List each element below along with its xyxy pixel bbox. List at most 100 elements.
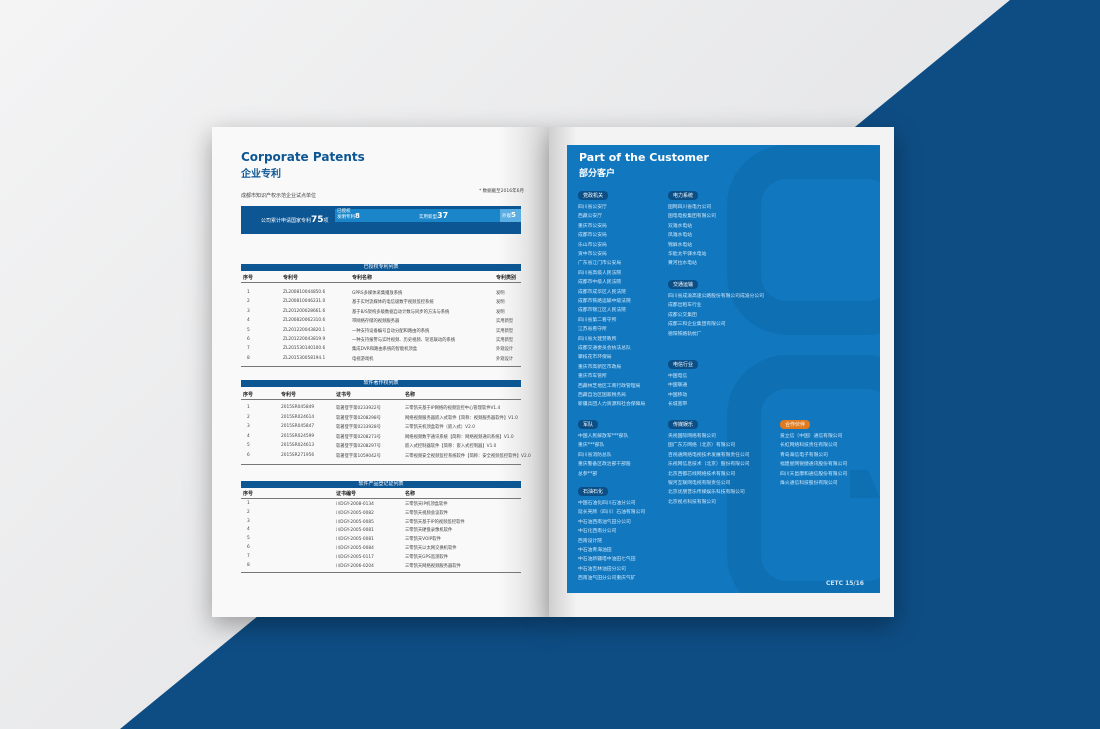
- table-header: 序号: [243, 491, 254, 497]
- table-cell: 三零视频安全视频监控系统软件【简称：安全视频监控软件】V2.0: [405, 454, 531, 459]
- table-cell: 1: [247, 501, 250, 506]
- table-cell: GPRS多媒体采集播放系统: [352, 291, 403, 296]
- table-cell: 8: [247, 562, 250, 568]
- table-cell: 1: [247, 290, 250, 295]
- customer-item: 重庆警备区政治部干部股: [578, 462, 631, 468]
- customer-item: 德阳铁路轨枕厂: [668, 331, 702, 337]
- customer-item: 重庆市车管所: [578, 374, 607, 380]
- group-label: 军队: [578, 420, 599, 429]
- design-label: 外观: [502, 214, 511, 219]
- decor-shape: [727, 145, 880, 335]
- customer-item: 四川省大建劳教所: [578, 336, 617, 342]
- customer-item: 北京优朋普乐传媒娱乐科技有限公司: [668, 490, 745, 496]
- table-cell: 带网络存储的视频服务器: [352, 319, 400, 325]
- table-cell: 川DGY-2006-0204: [336, 563, 374, 569]
- customer-item: 北京西都芯线网络技术有限公司: [668, 471, 736, 477]
- customer-item: 四川天邑康和通信股份有限公司: [780, 471, 848, 477]
- table-cell: 2015SR024613: [281, 443, 315, 449]
- customer-item: 黄河拉水电站: [668, 261, 697, 267]
- table-cell: 实用新型: [496, 328, 514, 334]
- table-cell: 川DGY-2005-0081: [336, 537, 374, 543]
- customer-item: 中国人民解放军***部队: [578, 434, 629, 439]
- table-cell: 6: [247, 453, 250, 458]
- total-label: 公司累计申请国家专利: [261, 218, 312, 224]
- table-cell: 发明: [496, 300, 505, 306]
- customer-item: 江苏省看守所: [578, 327, 607, 333]
- table-cell: 软著登字第0233922号: [336, 406, 381, 411]
- customer-item: 银河互联网电视有限责任公司: [668, 481, 731, 486]
- footer-rule: [241, 572, 521, 574]
- table-cell: ZL201530058194.1: [283, 355, 326, 361]
- customer-item: 爱立信（中国）通信有限公司: [780, 434, 843, 439]
- table-header: 名称: [405, 392, 416, 398]
- left-title-en: Corporate Patents: [241, 150, 365, 164]
- left-title-cn: 企业专利: [241, 169, 281, 180]
- table-cell: 川DGY-2005-0082: [336, 510, 374, 516]
- total-value: 75: [311, 215, 324, 225]
- group-label: 党政机关: [578, 191, 609, 200]
- right-title-cn: 部分客户: [579, 169, 616, 179]
- table-cell: 发明: [496, 291, 505, 296]
- subtitle: 成都市知识产权示范企业试点单位: [241, 193, 317, 199]
- customer-item: 凤滩水电站: [668, 233, 692, 239]
- group-label: 交通运输: [668, 280, 699, 289]
- table-cell: 软著登字第1059042号: [336, 454, 381, 459]
- table-cell: 2015SR024614: [281, 414, 315, 420]
- customer-item: 重庆市公安局: [578, 223, 607, 229]
- table-cell: 川DGY-2005-0117: [336, 554, 374, 560]
- customer-item: 国广东方网络（北京）有限公司: [668, 443, 736, 449]
- table-cell: 电视游戏机: [352, 356, 374, 362]
- customer-item: 西藏林芝地区工商行政管理局: [578, 383, 641, 389]
- customer-item: 中国联通: [668, 383, 688, 389]
- table-cell: 外观设计: [496, 356, 514, 362]
- table-cell: 软著登字第0208298号: [336, 415, 381, 421]
- customer-item: 中石化西南分公司: [578, 529, 617, 535]
- group-label: 合作伙伴: [780, 420, 811, 429]
- table-cell: 网络视频服务器嵌入式软件【简称：视频服务器软件】V1.0: [405, 415, 518, 421]
- stats-bar-design: [500, 209, 521, 222]
- customer-item: 成都出租车行业: [668, 303, 702, 309]
- table-cell: 发明: [496, 309, 505, 315]
- table-cell: 4: [247, 433, 250, 439]
- table-cell: 2015SR271956: [281, 453, 315, 458]
- group-label: 电信行业: [668, 360, 699, 369]
- customer-item: 攀枝花市环保局: [578, 355, 612, 361]
- table-cell: 2: [247, 414, 250, 420]
- granted-label: 已授权: [337, 209, 351, 214]
- table-header: 序号: [243, 275, 254, 281]
- table-cell: 外观设计: [496, 347, 514, 353]
- header-rule: [241, 498, 521, 499]
- table-header: 专利号: [281, 392, 297, 398]
- table-cell: 2: [247, 299, 250, 305]
- group-label: 石油石化: [578, 487, 609, 496]
- customer-item: 成都市中级人民法院: [578, 280, 622, 286]
- table-cell: 1: [247, 405, 250, 410]
- customer-item: 华能太平驿水电站: [668, 252, 707, 257]
- customer-item: 成都市成华区人民法院: [578, 289, 626, 295]
- table-cell: 川DGY-2008-0134: [336, 502, 374, 507]
- table-cell: 软著登字第0233928号: [336, 425, 381, 431]
- stats-bar: [335, 209, 500, 222]
- table-cell: ZL201220043819.9: [283, 337, 326, 342]
- customer-item: 福建星网锐捷通讯股份有限公司: [780, 462, 848, 468]
- utility-value: 37: [437, 211, 449, 220]
- customer-item: 中国石油化四川石油分公司: [578, 501, 636, 506]
- table-cell: 2: [247, 509, 250, 515]
- customer-item: 锦屏水电站: [668, 242, 692, 248]
- customer-item: 乐视网信息技术（北京）股份有限公司: [668, 462, 750, 468]
- table-cell: 川DGY-2005-0085: [336, 519, 374, 525]
- table-header: 专利名称: [352, 275, 373, 281]
- table-cell: 2015SR024599: [281, 433, 315, 439]
- customer-item: 资中市公安局: [578, 252, 607, 257]
- table-cell: 网络视频数字通讯系统【简称：网络视频通讯系统】V1.0: [405, 434, 514, 440]
- customer-item: 中石油西南油气田分公司: [578, 519, 631, 525]
- right-title-en: Part of the Customer: [579, 151, 709, 164]
- unit: 项: [323, 218, 329, 224]
- table-cell: 8: [247, 355, 250, 361]
- customer-item: 四川省成渝高速公路股份有限公司成渝分公司: [668, 294, 764, 299]
- table-cell: 三零凯天视频会议软件: [405, 510, 448, 516]
- customer-item: 西藏公安厅: [578, 214, 602, 220]
- customer-item: 延长壳牌（四川）石油有限公司: [578, 510, 646, 516]
- footer-rule: [241, 463, 521, 465]
- header-rule: [241, 399, 521, 400]
